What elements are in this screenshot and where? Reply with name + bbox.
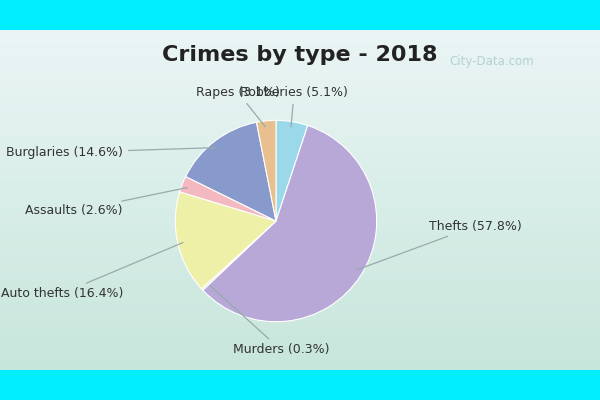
Wedge shape (185, 122, 276, 221)
Text: Robberies (5.1%): Robberies (5.1%) (240, 86, 348, 127)
Bar (0, 329, 600, 336)
Text: Rapes (3.1%): Rapes (3.1%) (196, 86, 280, 127)
Bar (0, 322, 600, 329)
Bar (0, 78, 600, 84)
Bar (0, 152, 600, 159)
Bar (0, 173, 600, 180)
Bar (0, 125, 600, 132)
Bar (0, 316, 600, 322)
Bar (0, 139, 600, 146)
Bar (0, 118, 600, 125)
Bar (0, 105, 600, 112)
Bar (0, 234, 600, 241)
Bar (0, 214, 600, 220)
Bar (0, 356, 600, 363)
Bar (0, 350, 600, 356)
Bar (0, 91, 600, 98)
Bar (0, 220, 600, 227)
Bar (0, 336, 600, 343)
Text: Murders (0.3%): Murders (0.3%) (210, 286, 329, 356)
Bar (0, 50, 600, 57)
Wedge shape (203, 126, 377, 322)
Bar (0, 132, 600, 139)
Text: Auto thefts (16.4%): Auto thefts (16.4%) (1, 242, 183, 300)
Wedge shape (175, 192, 276, 289)
Bar (0, 146, 600, 152)
Bar (0, 207, 600, 214)
Bar (0, 261, 600, 268)
Bar (0, 200, 600, 207)
Bar (0, 302, 600, 309)
Bar (0, 30, 600, 37)
Bar (0, 166, 600, 173)
Bar (0, 268, 600, 275)
Bar (0, 363, 600, 370)
Bar (0, 44, 600, 50)
Bar (0, 309, 600, 316)
Bar (0, 282, 600, 288)
Bar (0, 112, 600, 118)
Bar (0, 227, 600, 234)
Wedge shape (179, 176, 276, 221)
Wedge shape (276, 120, 308, 221)
Bar (0, 288, 600, 295)
Bar (0, 254, 600, 261)
Bar (0, 241, 600, 248)
Bar (0, 84, 600, 91)
Bar (0, 248, 600, 254)
Bar (0, 159, 600, 166)
Bar (0, 343, 600, 350)
Bar (0, 98, 600, 105)
Bar (0, 64, 600, 71)
Bar (0, 193, 600, 200)
Bar (0, 275, 600, 282)
Text: Thefts (57.8%): Thefts (57.8%) (357, 220, 522, 270)
Wedge shape (202, 221, 276, 290)
Bar (0, 57, 600, 64)
Bar (0, 37, 600, 44)
Bar (0, 180, 600, 186)
Bar (0, 186, 600, 193)
Text: Assaults (2.6%): Assaults (2.6%) (25, 188, 187, 218)
Text: Burglaries (14.6%): Burglaries (14.6%) (6, 146, 217, 159)
Bar (0, 295, 600, 302)
Text: Crimes by type - 2018: Crimes by type - 2018 (162, 45, 438, 65)
Bar (0, 71, 600, 78)
Wedge shape (256, 120, 276, 221)
Text: City-Data.com: City-Data.com (449, 56, 535, 68)
